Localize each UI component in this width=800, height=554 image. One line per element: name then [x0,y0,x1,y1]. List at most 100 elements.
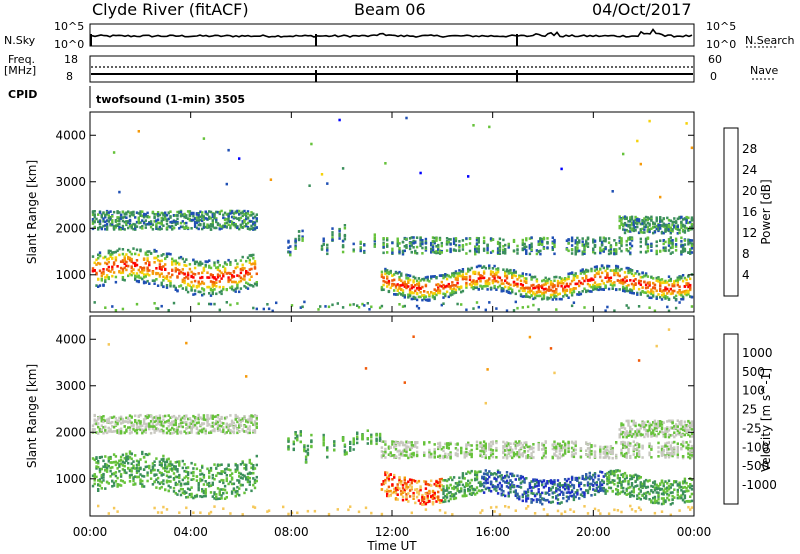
power-cell [659,218,662,222]
vel-cell [419,502,422,505]
power-cell [153,220,156,223]
vel-cell [445,456,449,459]
power-cell [398,242,401,245]
power-cell [606,280,609,284]
vel-cell [105,419,109,422]
power-cell [602,266,605,270]
vel-cell [236,431,239,435]
power-cell [197,214,200,217]
power-cell [632,283,635,287]
power-cell [685,282,688,285]
power-cell [530,275,533,279]
power-cell [489,239,493,242]
nsearch-tick-high: 10^5 [706,20,737,33]
power-cell [218,210,221,214]
power-cell [105,268,109,271]
power-cell [384,162,387,165]
vel-cell [223,488,227,492]
power-cell [618,219,621,223]
vel-cell [174,418,177,422]
power-cell [241,220,244,223]
power-cell [475,236,479,240]
power-cell [553,285,556,288]
vel-cell [431,496,435,500]
power-cell [341,306,345,309]
power-cell [241,268,244,272]
power-cell [458,274,461,278]
power-cell [327,305,331,309]
power-cell [433,240,436,243]
power-cell [519,293,523,296]
vel-cell [192,425,195,429]
power-cell [669,292,672,296]
vel-cell [438,478,442,481]
power-cell [359,242,362,245]
power-cell [604,247,607,251]
vel-cell [442,449,445,453]
power-cell [156,227,160,231]
power-cell [208,292,211,295]
vel-cell [456,448,459,452]
vel-cell [241,461,244,465]
power-cell [134,223,137,226]
vel-cell [304,450,308,453]
power-cell [676,279,679,282]
vel-cell [139,458,142,461]
power-cell [521,241,524,245]
power-cell [634,218,637,222]
power-cell [188,263,192,266]
power-cell [572,274,576,277]
power-cell [528,289,532,292]
power-cell [227,271,230,275]
vel-cell [185,496,188,499]
power-cell [600,264,604,267]
vel-cell [225,474,228,477]
vel-cell [230,430,234,433]
vel-cell [424,508,428,511]
power-cell [188,211,192,214]
power-cell [144,226,147,229]
power-cell [676,217,679,221]
vel-cell [181,488,184,491]
power-cell [486,288,489,291]
vel-cell [114,455,118,458]
power-cell [542,237,546,241]
power-cell [641,271,644,275]
power-cell [674,227,678,230]
power-cell [206,260,209,264]
vel-cell [102,479,105,482]
power-cell [239,268,243,271]
power-cell [477,245,480,248]
power-cell [356,304,359,307]
power-cell [452,271,456,275]
power-cell [107,211,110,214]
power-cell [607,249,611,252]
power-cell [511,288,514,292]
vel-cell [243,491,246,495]
vel-cell [197,415,200,419]
power-cell [521,289,524,292]
power-cell [116,211,119,215]
vel-cell [248,458,251,462]
vel-cell [456,489,459,492]
power-cell [445,241,449,244]
power-cell [570,288,574,292]
power-cell [646,249,650,253]
vel-cell [142,485,146,488]
vel-cell [123,431,126,435]
vel-cell [95,431,98,434]
power-cell [570,279,574,283]
power-cell [648,281,651,284]
vel-cell [349,440,352,444]
power-cell [673,283,676,286]
power-cell [114,219,118,222]
vel-cell [465,445,468,448]
power-cell [408,247,412,251]
vel-cell [98,416,102,420]
power-cell [681,297,685,301]
vel-cell [206,483,209,486]
power-cell [496,251,500,254]
vel-cell [428,483,431,487]
vel-cell [109,421,112,425]
vel-cell [421,503,424,506]
